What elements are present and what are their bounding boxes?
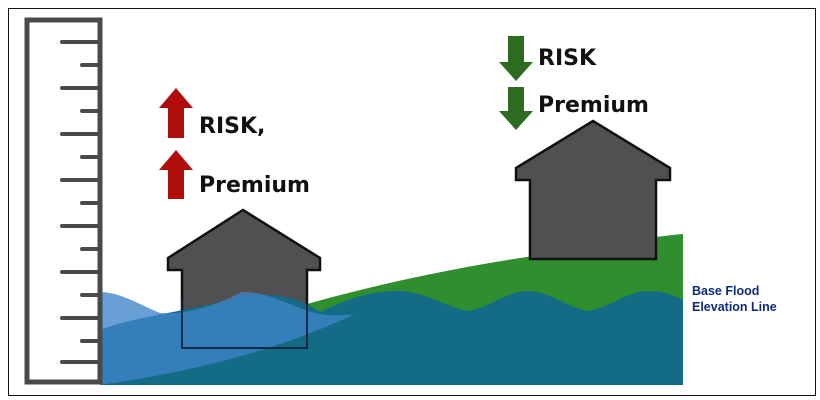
submerged-house-outline [181, 300, 308, 349]
left-risk-label: RISK, [199, 114, 265, 139]
right-premium-label: Premium [538, 93, 649, 118]
measuring-ruler [24, 17, 103, 385]
premium-up-arrow-icon [159, 150, 193, 199]
risk-up-arrow-icon [159, 88, 193, 138]
flood-water-light [100, 292, 355, 385]
legend-line-1: Base Flood [692, 284, 759, 298]
premium-down-arrow-icon [499, 87, 533, 130]
risk-down-arrow-icon [499, 36, 533, 81]
legend-line-2: Elevation Line [692, 300, 777, 314]
house-icon [514, 119, 672, 261]
right-risk-label: RISK [538, 46, 597, 71]
left-premium-label: Premium [199, 173, 310, 198]
